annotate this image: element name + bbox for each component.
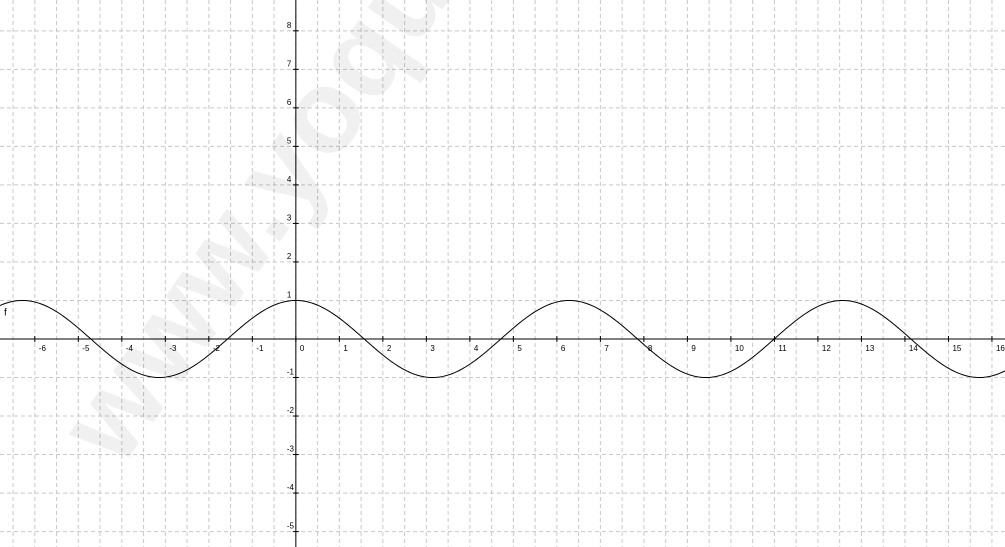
y-tick-label: -1 bbox=[287, 368, 295, 377]
x-tick-label: 5 bbox=[517, 344, 522, 353]
y-tick-label: 4 bbox=[287, 175, 292, 184]
series-f-label: f bbox=[4, 307, 7, 318]
y-tick-label: 7 bbox=[287, 59, 292, 68]
x-tick-label: -3 bbox=[169, 344, 177, 353]
y-tick-label: -2 bbox=[287, 406, 295, 415]
x-tick-label: -1 bbox=[256, 344, 264, 353]
x-tick-label: -4 bbox=[126, 344, 134, 353]
x-tick-label: 2 bbox=[387, 344, 392, 353]
x-tick-label: 16 bbox=[996, 344, 1005, 353]
x-tick-label: 1 bbox=[343, 344, 348, 353]
x-tick-label: 0 bbox=[300, 344, 305, 353]
x-tick-label: 15 bbox=[952, 344, 961, 353]
y-tick-label: 5 bbox=[287, 136, 292, 145]
y-tick-label: 2 bbox=[287, 252, 292, 261]
y-tick-label: 3 bbox=[287, 213, 292, 222]
x-tick-label: 12 bbox=[822, 344, 831, 353]
x-tick-label: 11 bbox=[778, 344, 787, 353]
y-tick-label: -3 bbox=[287, 445, 295, 454]
watermark: www.yoquieroaprobar.es bbox=[33, 0, 944, 486]
y-tick-label: 8 bbox=[287, 21, 292, 30]
x-tick-label: 7 bbox=[604, 344, 609, 353]
x-tick-label: 10 bbox=[735, 344, 744, 353]
x-tick-label: 13 bbox=[865, 344, 874, 353]
y-tick-label: -5 bbox=[287, 522, 295, 531]
x-tick-label: -6 bbox=[39, 344, 47, 353]
y-tick-label: -4 bbox=[287, 483, 295, 492]
x-tick-label: 4 bbox=[474, 344, 479, 353]
y-tick-label: 1 bbox=[287, 290, 292, 299]
y-tick-label: 6 bbox=[287, 98, 292, 107]
x-tick-label: 3 bbox=[430, 344, 435, 353]
x-tick-label: 6 bbox=[561, 344, 566, 353]
x-tick-label: 9 bbox=[691, 344, 696, 353]
x-tick-label: 14 bbox=[909, 344, 918, 353]
x-tick-label: -5 bbox=[82, 344, 90, 353]
